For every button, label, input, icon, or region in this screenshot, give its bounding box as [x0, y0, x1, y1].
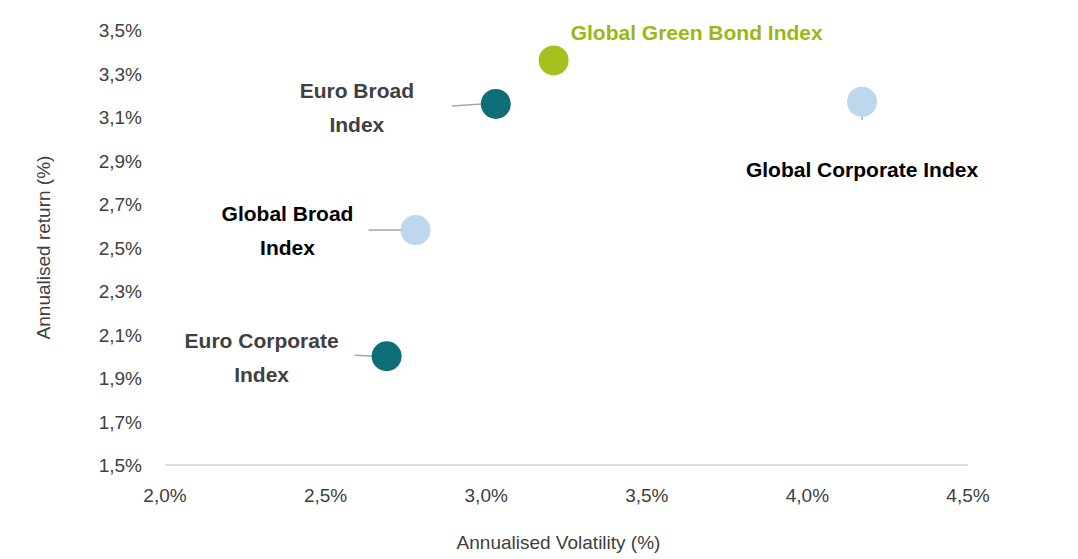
- label-line: Index: [260, 236, 315, 259]
- x-axis-line: [165, 464, 968, 466]
- label-line: Index: [329, 113, 384, 136]
- point-labels: Global Green Bond IndexEuro BroadIndexGl…: [185, 21, 979, 386]
- y-tick-label: 2,5%: [99, 238, 142, 259]
- point: [481, 89, 511, 119]
- label-line: Global Broad: [222, 202, 354, 225]
- x-tick-label: 3,5%: [625, 485, 668, 506]
- point: [847, 87, 877, 117]
- y-tick-label: 3,3%: [99, 64, 142, 85]
- x-tick-label: 4,5%: [946, 485, 989, 506]
- point-label: Euro Corporate Index: [185, 329, 339, 386]
- x-axis-title: Annualised Volatility (%): [457, 532, 661, 553]
- label-line: Euro Corporate: [185, 329, 339, 352]
- x-tick-label: 2,0%: [143, 485, 186, 506]
- y-tick-label: 1,7%: [99, 412, 142, 433]
- y-tick-label: 2,1%: [99, 325, 142, 346]
- y-tick-label: 3,5%: [99, 20, 142, 41]
- x-tick-label: 2,5%: [304, 485, 347, 506]
- point: [539, 45, 569, 75]
- label-line: Index: [234, 363, 289, 386]
- point: [372, 341, 402, 371]
- leader-line: [452, 104, 482, 106]
- leader-line: [355, 355, 375, 356]
- leader-line: [369, 229, 404, 231]
- point-label: Global Corporate Index: [746, 158, 979, 181]
- y-axis-title: Annualised return (%): [33, 156, 54, 340]
- point-label: Global Green Bond Index: [571, 21, 823, 44]
- point: [401, 215, 431, 245]
- y-tick-label: 2,9%: [99, 151, 142, 172]
- y-tick-label: 1,5%: [99, 455, 142, 476]
- label-line: Euro Broad: [300, 79, 414, 102]
- y-tick-label: 2,7%: [99, 194, 142, 215]
- x-tick-label: 3,0%: [465, 485, 508, 506]
- leader-lines: [355, 104, 862, 356]
- point-label: Euro Broad Index: [300, 79, 414, 136]
- chart: 1,5% 1,7% 1,9% 2,1% 2,3% 2,5% 2,7% 2,9% 3,1% 3,3%…: [0, 0, 1078, 559]
- x-tick-label: 4,0%: [786, 485, 829, 506]
- y-tick-label: 1,9%: [99, 368, 142, 389]
- y-tick-label: 2,3%: [99, 281, 142, 302]
- point-label: Global Broad Index: [222, 202, 354, 259]
- points: [372, 45, 877, 371]
- y-tick-label: 3,1%: [99, 107, 142, 128]
